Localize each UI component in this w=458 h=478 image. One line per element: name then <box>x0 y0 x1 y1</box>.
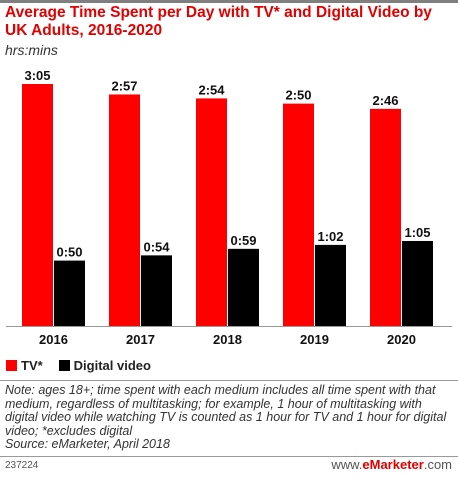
data-label-tv-2017: 2:57 <box>111 78 137 93</box>
data-label-tv-2019: 2:50 <box>285 88 311 103</box>
bar-tv-2018 <box>196 98 227 326</box>
legend-item-tv: TV* <box>6 358 43 373</box>
bar-digital-video-2018 <box>228 248 259 326</box>
footnote-text: Note: ages 18+; time spent with each med… <box>5 383 447 438</box>
legend-swatch-digital-video <box>58 360 70 371</box>
legend-item-digital-video: Digital video <box>58 358 151 373</box>
legend-swatch-tv <box>6 360 17 371</box>
x-tick-label-2016: 2016 <box>39 332 68 347</box>
bar-digital-video-2016 <box>54 260 85 326</box>
data-label-digital-video-2020: 1:05 <box>404 225 430 240</box>
bar-chart: 3:05 0:50 2016 2:57 0:54 2017 2:54 0:59 2018 2:50… <box>6 68 452 347</box>
x-tick-label-2019: 2019 <box>300 332 329 347</box>
data-label-digital-video-2018: 0:59 <box>230 233 256 248</box>
data-label-tv-2018: 2:54 <box>198 82 225 97</box>
footnote: Note: ages 18+; time spent with each med… <box>5 383 455 452</box>
chart-id: 237224 <box>5 460 39 471</box>
bar-digital-video-2019 <box>315 244 346 326</box>
data-label-digital-video-2017: 0:54 <box>143 239 170 254</box>
bar-digital-video-2020 <box>402 240 433 326</box>
source-text: Source: eMarketer, April 2018 <box>5 437 170 451</box>
data-label-digital-video-2019: 1:02 <box>317 229 343 244</box>
x-tick-label-2018: 2018 <box>213 332 242 347</box>
chart-subtitle: hrs:mins <box>5 42 58 58</box>
divider-top <box>0 380 458 381</box>
brand-name: eMarketer <box>362 457 424 472</box>
legend: TV* Digital video <box>6 358 167 373</box>
legend-label-digital-video: Digital video <box>73 358 151 373</box>
brand-suffix: .com <box>423 457 452 472</box>
data-label-tv-2016: 3:05 <box>24 68 50 83</box>
bar-tv-2017 <box>109 94 140 326</box>
divider-bottom <box>0 456 458 457</box>
brand-prefix: www. <box>331 457 363 472</box>
bar-tv-2019 <box>283 103 314 327</box>
bar-tv-2020 <box>370 108 401 326</box>
x-tick-label-2017: 2017 <box>126 332 155 347</box>
brand-link[interactable]: www.eMarketer.com <box>331 457 452 472</box>
top-border <box>0 0 458 3</box>
bar-digital-video-2017 <box>141 255 172 326</box>
bar-tv-2016 <box>22 84 53 326</box>
data-label-tv-2020: 2:46 <box>372 93 398 108</box>
chart-title: Average Time Spent per Day with TV* and … <box>5 4 432 39</box>
x-tick-label-2020: 2020 <box>387 332 416 347</box>
legend-label-tv: TV* <box>21 358 43 373</box>
data-label-digital-video-2016: 0:50 <box>56 245 82 260</box>
